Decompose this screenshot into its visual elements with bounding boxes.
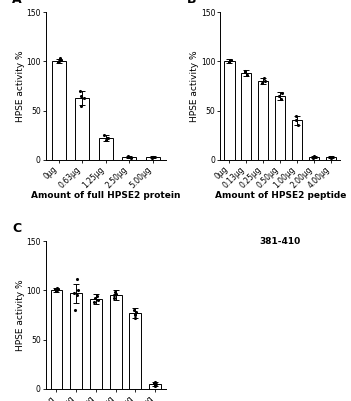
Point bbox=[132, 315, 138, 321]
Y-axis label: HPSE activity %: HPSE activity % bbox=[16, 50, 25, 122]
Point bbox=[329, 154, 335, 160]
Text: B: B bbox=[186, 0, 196, 6]
Point bbox=[279, 90, 285, 96]
Point bbox=[77, 88, 83, 94]
Point bbox=[311, 154, 316, 160]
Bar bbox=[146, 157, 160, 160]
Point bbox=[112, 289, 118, 296]
Bar bbox=[70, 294, 82, 389]
Point bbox=[72, 307, 78, 313]
Point bbox=[152, 382, 158, 388]
Point bbox=[152, 383, 157, 389]
Point bbox=[74, 292, 80, 299]
Point bbox=[125, 154, 131, 160]
Text: 381-410: 381-410 bbox=[260, 237, 301, 246]
Point bbox=[328, 155, 334, 161]
Point bbox=[113, 291, 119, 298]
Point bbox=[293, 117, 299, 124]
Bar bbox=[110, 296, 121, 389]
Point bbox=[132, 312, 137, 318]
Point bbox=[150, 154, 156, 160]
Point bbox=[132, 311, 137, 317]
X-axis label: Amount of full HPSE2 protein: Amount of full HPSE2 protein bbox=[31, 191, 180, 200]
Bar bbox=[292, 120, 302, 160]
Point bbox=[57, 55, 62, 62]
Point bbox=[226, 59, 232, 65]
Y-axis label: HPSE activity %: HPSE activity % bbox=[190, 50, 199, 122]
Point bbox=[293, 112, 299, 119]
Point bbox=[78, 102, 84, 109]
Point bbox=[296, 122, 301, 129]
Bar bbox=[241, 73, 251, 160]
Point bbox=[105, 135, 111, 142]
Point bbox=[227, 57, 233, 63]
Bar bbox=[90, 299, 102, 389]
Point bbox=[54, 287, 60, 294]
Point bbox=[128, 155, 134, 161]
Point bbox=[131, 307, 137, 313]
Point bbox=[243, 69, 248, 75]
Point bbox=[55, 285, 60, 292]
Point bbox=[228, 57, 234, 63]
X-axis label: Amount of HPSE2 peptide: Amount of HPSE2 peptide bbox=[214, 191, 346, 200]
Point bbox=[262, 78, 267, 84]
Bar bbox=[149, 384, 161, 389]
Point bbox=[112, 292, 117, 299]
Bar bbox=[326, 157, 336, 160]
Point bbox=[75, 287, 80, 294]
Point bbox=[55, 286, 61, 293]
Point bbox=[112, 295, 117, 302]
Point bbox=[104, 135, 110, 142]
Text: A: A bbox=[12, 0, 21, 6]
Bar bbox=[224, 61, 234, 160]
Bar bbox=[130, 313, 141, 389]
Point bbox=[53, 288, 59, 295]
Point bbox=[149, 155, 155, 161]
Point bbox=[259, 80, 265, 86]
Point bbox=[91, 299, 97, 306]
Bar bbox=[122, 157, 137, 160]
Point bbox=[94, 293, 100, 300]
Point bbox=[92, 295, 98, 302]
Bar bbox=[51, 290, 62, 389]
Point bbox=[101, 132, 106, 138]
Point bbox=[125, 153, 131, 159]
Text: C: C bbox=[12, 222, 21, 235]
Point bbox=[58, 57, 64, 63]
Point bbox=[151, 380, 157, 386]
Y-axis label: HPSE activity %: HPSE activity % bbox=[16, 279, 25, 351]
Point bbox=[78, 93, 84, 99]
Point bbox=[311, 153, 317, 159]
Point bbox=[150, 154, 155, 160]
Point bbox=[310, 155, 316, 161]
Point bbox=[261, 75, 266, 81]
Point bbox=[56, 58, 62, 65]
Bar bbox=[99, 138, 113, 160]
Point bbox=[327, 154, 333, 160]
Point bbox=[244, 72, 250, 78]
Point bbox=[125, 154, 131, 160]
Point bbox=[278, 95, 284, 102]
Point bbox=[149, 154, 155, 160]
Point bbox=[153, 381, 159, 387]
Point bbox=[55, 59, 61, 65]
Bar bbox=[275, 96, 285, 160]
Point bbox=[104, 137, 109, 143]
Bar bbox=[75, 98, 89, 160]
Point bbox=[153, 381, 158, 387]
Bar bbox=[309, 157, 319, 160]
Point bbox=[81, 95, 87, 101]
Point bbox=[152, 379, 158, 385]
Point bbox=[52, 286, 58, 293]
Bar bbox=[258, 81, 269, 160]
Point bbox=[95, 297, 101, 304]
Point bbox=[133, 309, 139, 315]
Point bbox=[243, 68, 248, 74]
Point bbox=[74, 275, 79, 282]
Point bbox=[276, 93, 282, 99]
Point bbox=[72, 290, 77, 297]
Bar bbox=[52, 61, 66, 160]
